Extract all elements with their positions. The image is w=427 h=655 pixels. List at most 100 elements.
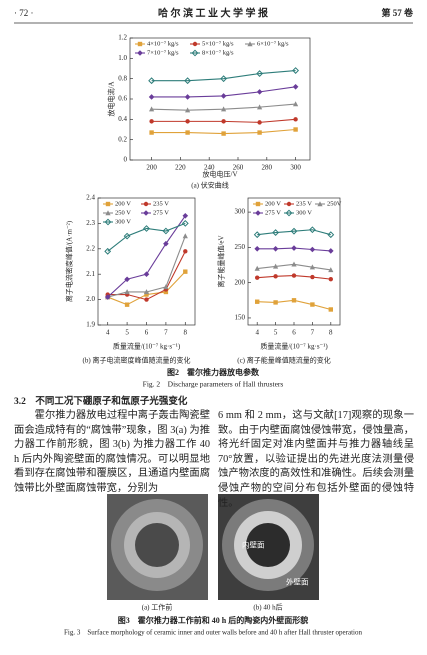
marker [104, 294, 111, 300]
x-tick-label: 280 [262, 164, 273, 172]
marker [253, 231, 261, 239]
marker [291, 245, 297, 251]
marker [293, 101, 299, 107]
y-tick-label: 1.0 [118, 54, 127, 62]
marker [310, 274, 315, 280]
marker [257, 120, 262, 125]
marker [137, 41, 143, 47]
panel-caption: (a) 工作前 [142, 603, 173, 612]
x-tick-label: 6 [145, 329, 149, 337]
y-axis-label: 放电电流/A [107, 82, 116, 117]
series-line [151, 69, 296, 82]
legend-label: 200 V [265, 200, 281, 207]
marker [292, 67, 300, 74]
y-tick-label: 150 [235, 314, 246, 322]
marker [124, 289, 130, 295]
figure-caption-en: Fig. 2 Discharge parameters of Hall thru… [143, 380, 284, 389]
marker [309, 246, 316, 253]
marker [185, 130, 190, 135]
marker [220, 93, 227, 99]
marker [184, 77, 192, 85]
marker [257, 130, 262, 135]
marker [308, 226, 316, 234]
marker [273, 274, 278, 279]
x-tick-label: 5 [274, 329, 278, 337]
figure-caption: 图2 霍尔推力器放电参数 [167, 367, 260, 377]
y-tick-label: 1.9 [86, 321, 95, 329]
marker [105, 201, 111, 207]
marker [104, 218, 112, 226]
x-tick-label: 4 [255, 329, 259, 337]
marker [221, 131, 226, 136]
legend-label: 235 V [296, 200, 312, 207]
section-heading: 3.2 不同工况下硼原子和氙原子光强变化 [14, 395, 188, 407]
volume: 第 57 卷 [381, 7, 414, 18]
y-tick-label: 2.0 [86, 295, 95, 303]
panel-caption: (b) 40 h后 [253, 603, 282, 612]
marker [255, 210, 261, 216]
marker [148, 77, 156, 85]
marker [221, 106, 227, 112]
marker [144, 292, 149, 297]
x-axis-label: 质量流量/(10⁻⁷ kg·s⁻¹) [113, 342, 181, 351]
marker [247, 41, 253, 47]
marker [184, 94, 191, 100]
marker [291, 273, 297, 278]
x-tick-label: 4 [106, 329, 110, 337]
marker [220, 75, 228, 83]
paragraph: 霍尔推力器放电过程中离子轰击陶瓷壁面会造成特有的“腐蚀带”现象，图 3(a) 为… [14, 410, 210, 494]
y-axis-label: 离子能量峰值/eV [217, 235, 226, 287]
chart-caption: (a) 伏安曲线 [191, 181, 229, 190]
marker [328, 307, 333, 312]
marker [143, 271, 150, 277]
marker [137, 50, 143, 56]
journal-name: 哈 尔 滨 工 业 大 学 学 报 [158, 6, 268, 19]
series-line [107, 222, 186, 252]
paragraph: 6 mm 和 2 mm，这与文献[17]观察的现象一致。由于内壁面腐蚀侵蚀带宽，… [218, 410, 414, 509]
legend-label: 250 V [115, 209, 131, 216]
x-axis-label: 质量流量/(10⁻⁷ kg·s⁻¹) [260, 342, 328, 351]
marker [328, 248, 334, 254]
marker [255, 201, 261, 207]
marker [291, 261, 297, 267]
marker [143, 289, 150, 295]
x-tick-label: 300 [290, 164, 301, 172]
marker [162, 227, 170, 235]
marker [163, 289, 169, 295]
photo-label: 内壁面 [242, 540, 265, 550]
legend-label: 300 V [115, 218, 131, 225]
marker [124, 302, 130, 307]
chart-caption: (b) 离子电流密度峰值随流量的变化 [83, 356, 191, 365]
photo [218, 494, 319, 600]
marker [149, 106, 155, 112]
marker [148, 94, 155, 100]
legend-label: 8×10⁻⁷ kg/s [202, 49, 234, 56]
page-number: · 72 · [14, 8, 34, 18]
y-tick-label: 200 [235, 278, 246, 286]
marker [290, 227, 298, 235]
marker [163, 284, 169, 290]
marker [143, 210, 149, 216]
marker [182, 233, 188, 239]
y-tick-label: 0.8 [118, 74, 127, 82]
photo [107, 494, 208, 600]
legend-label: 6×10⁻⁷ kg/s [257, 40, 289, 47]
marker [149, 130, 154, 135]
legend-label: 275 V [153, 209, 169, 216]
y-tick-label: 0.2 [118, 135, 127, 143]
y-tick-label: 2.1 [86, 270, 95, 278]
marker [192, 41, 198, 47]
marker [256, 70, 264, 77]
marker [256, 89, 263, 95]
series-line [257, 229, 331, 236]
marker [309, 264, 315, 270]
marker [257, 104, 263, 110]
x-tick-label: 5 [125, 329, 129, 337]
x-tick-label: 7 [164, 329, 168, 337]
y-tick-label: 2.2 [86, 244, 95, 252]
legend-label: 200 V [115, 200, 131, 207]
marker [328, 267, 334, 273]
chart-caption: (c) 离子能量峰值随流量的变化 [237, 356, 331, 365]
